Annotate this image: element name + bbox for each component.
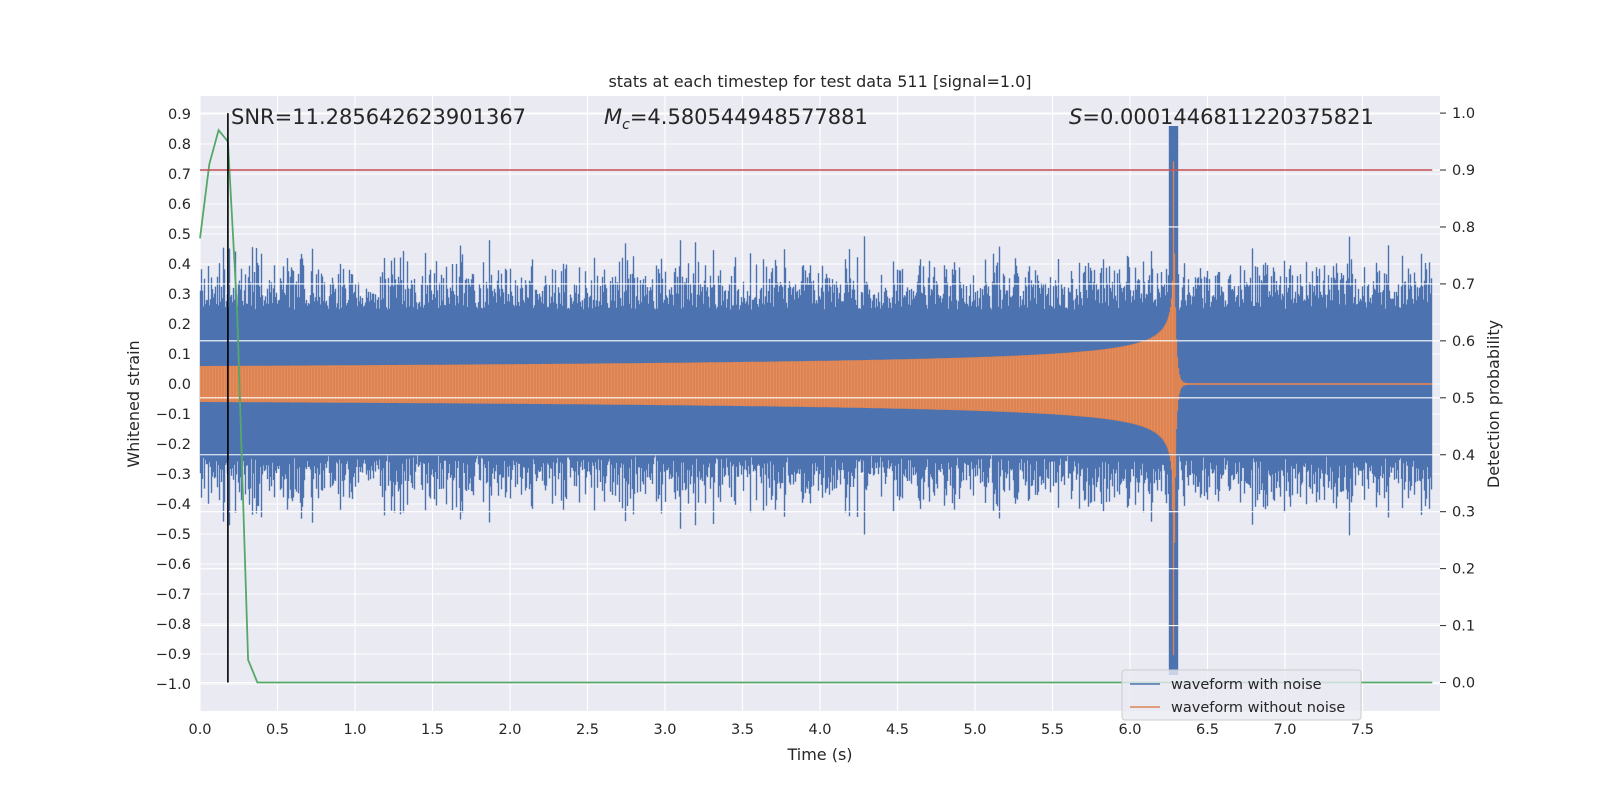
- y-right-tick-label-7: 0.7: [1452, 277, 1475, 293]
- x-tick-label-12: 6.0: [1118, 722, 1141, 738]
- snr-annotation: SNR=11.285642623901367: [231, 105, 526, 129]
- y-left-tick-label-18: −0.9: [156, 647, 191, 663]
- y-left-tick-label-16: −0.7: [156, 587, 191, 603]
- x-tick-label-3: 1.5: [421, 722, 444, 738]
- y-left-tick-label-5: 0.4: [168, 257, 191, 273]
- x-tick-label-2: 1.0: [343, 722, 366, 738]
- y-right-tick-label-0: 0.0: [1452, 676, 1475, 692]
- legend-box: [1121, 669, 1362, 721]
- x-tick-label-15: 7.5: [1351, 722, 1374, 738]
- x-tick-label-13: 6.5: [1196, 722, 1219, 738]
- chirp-mass-annotation: Mc=4.580544948577881: [604, 105, 868, 133]
- x-tick-label-6: 3.0: [653, 722, 676, 738]
- y-left-tick-label-7: 0.2: [168, 317, 191, 333]
- s-statistic-value: =0.0001446811220375821: [1082, 105, 1374, 129]
- series-waveform-without-noise: [199, 161, 1433, 656]
- y-right-axis-label: Detection probability: [1484, 320, 1503, 488]
- y-left-tick-label-6: 0.3: [168, 287, 191, 303]
- x-tick-label-8: 4.0: [808, 722, 831, 738]
- y-right-tick-label-10: 1.0: [1452, 106, 1475, 122]
- detection-probability-line: [199, 128, 1433, 684]
- y-right-tick-label-1: 0.1: [1452, 619, 1475, 635]
- x-tick-label-1: 0.5: [266, 722, 289, 738]
- y-right-tick-label-2: 0.2: [1452, 562, 1475, 578]
- legend-label-waveform-with-noise: waveform with noise: [1171, 677, 1322, 693]
- chart-title: stats at each timestep for test data 511…: [608, 72, 1031, 91]
- waveform-without-noise-oscillation: [200, 284, 1173, 484]
- x-axis-label: Time (s): [786, 745, 852, 764]
- y-right-tick-labels: 0.0 0.1 0.2 0.3 0.4 0.5 0.6 0.7 0.8 0.9 1.0: [1440, 106, 1475, 692]
- chirp-mass-subscript: c: [622, 117, 630, 133]
- y-left-tick-label-0: 0.9: [168, 107, 191, 123]
- x-tick-label-0: 0.0: [188, 722, 211, 738]
- y-left-tick-label-10: −0.1: [156, 407, 191, 423]
- s-statistic-annotation: S=0.0001446811220375821: [1069, 105, 1374, 129]
- x-tick-label-7: 3.5: [731, 722, 754, 738]
- y-right-tick-label-6: 0.6: [1452, 334, 1475, 350]
- y-right-tick-label-5: 0.5: [1452, 391, 1475, 407]
- y-left-tick-label-9: 0.0: [168, 377, 191, 393]
- y-left-tick-label-17: −0.8: [156, 617, 191, 633]
- y-right-tick-label-3: 0.3: [1452, 505, 1475, 521]
- legend-label-waveform-without-noise: waveform without noise: [1171, 700, 1345, 716]
- y-left-tick-label-8: 0.1: [168, 347, 191, 363]
- x-tick-label-5: 2.5: [576, 722, 599, 738]
- y-left-tick-label-15: −0.6: [156, 557, 191, 573]
- chirp-mass-symbol: M: [604, 105, 622, 129]
- y-left-tick-label-3: 0.6: [168, 197, 191, 213]
- y-right-tick-label-8: 0.8: [1452, 220, 1475, 236]
- y-right-tick-label-4: 0.4: [1452, 448, 1475, 464]
- x-tick-label-10: 5.0: [963, 722, 986, 738]
- y-left-tick-label-12: −0.3: [156, 467, 191, 483]
- y-left-tick-label-2: 0.7: [168, 167, 191, 183]
- y-left-axis-label: Whitened strain: [124, 340, 143, 467]
- y-left-tick-labels: 0.9 0.8 0.7 0.6 0.5 0.4 0.3 0.2 0.1 0.0 −0.1 −0.2 −0…: [156, 107, 191, 693]
- series-detection-probability: [199, 128, 1433, 684]
- x-tick-label-14: 7.0: [1273, 722, 1296, 738]
- legend: waveform with noise waveform without noi…: [1121, 669, 1362, 721]
- x-tick-label-4: 2.0: [498, 722, 521, 738]
- y-left-tick-label-1: 0.8: [168, 137, 191, 153]
- s-statistic-symbol: S: [1069, 105, 1082, 129]
- x-tick-labels: 0.0 0.5 1.0 1.5 2.0 2.5 3.0 3.5 4.0 4.5 5.0 5.5 6.0 6…: [188, 722, 1374, 738]
- y-left-tick-label-4: 0.5: [168, 227, 191, 243]
- y-left-tick-label-13: −0.4: [156, 497, 191, 513]
- y-right-tick-label-9: 0.9: [1452, 163, 1475, 179]
- chirp-mass-value: =4.580544948577881: [630, 105, 868, 129]
- y-left-tick-label-11: −0.2: [156, 437, 191, 453]
- x-tick-label-9: 4.5: [886, 722, 909, 738]
- y-left-tick-label-19: −1.0: [156, 677, 191, 693]
- x-tick-label-11: 5.5: [1041, 722, 1064, 738]
- y-left-tick-label-14: −0.5: [156, 527, 191, 543]
